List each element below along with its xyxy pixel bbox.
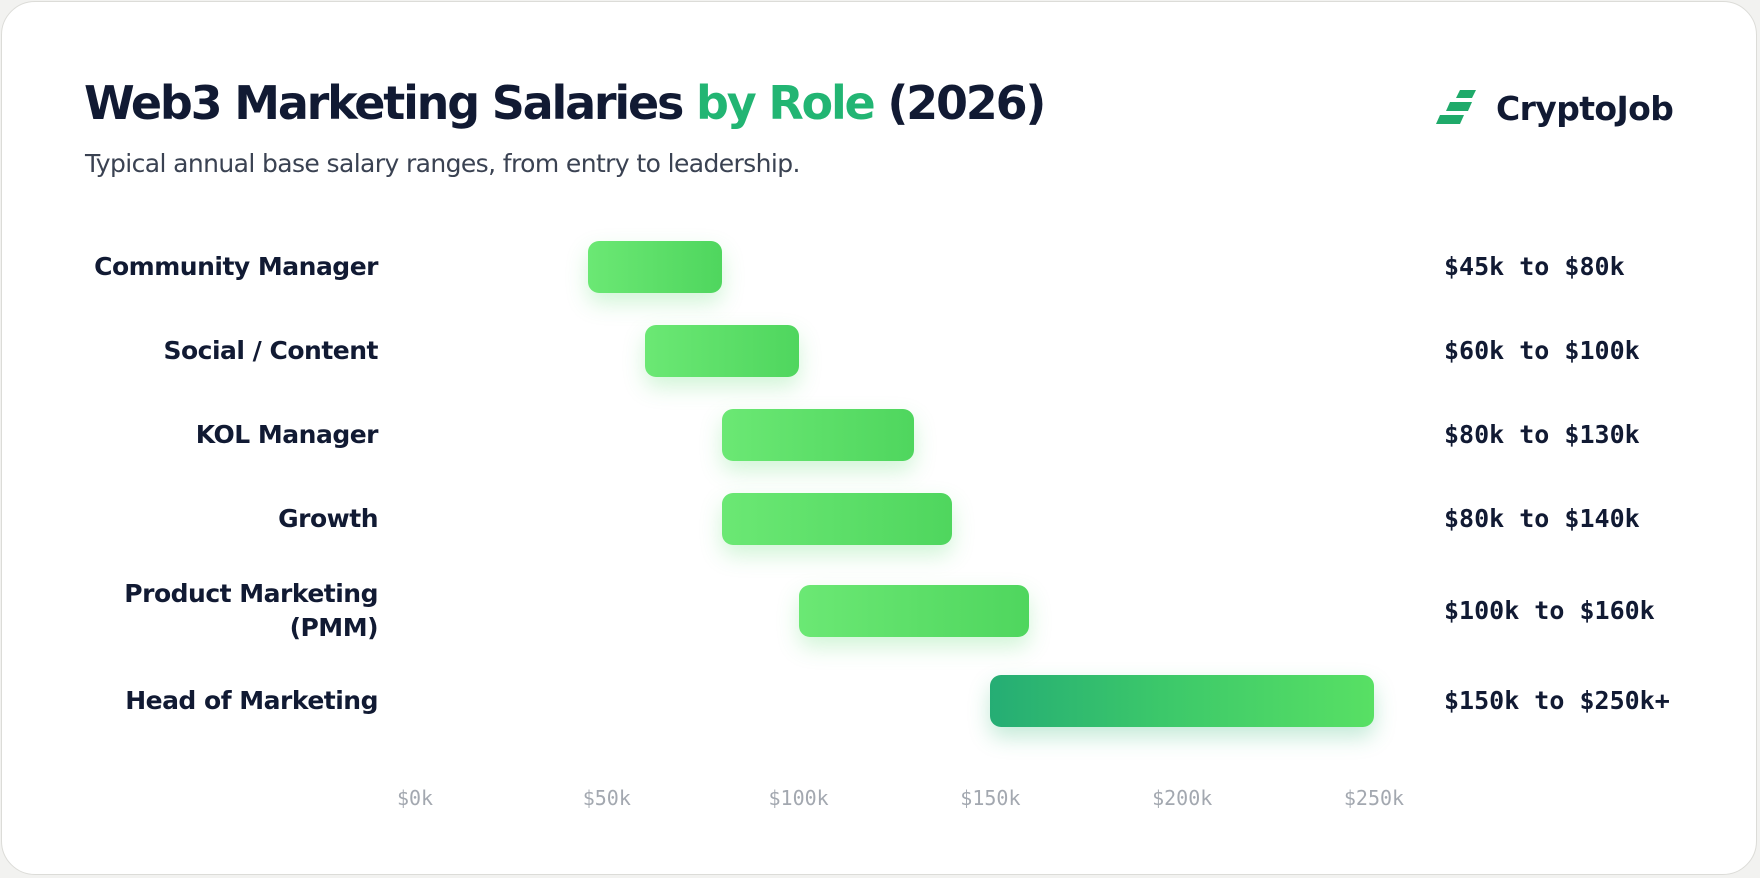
range-value-label: $100k to $160k	[1444, 596, 1655, 625]
category-label: KOL Manager	[195, 420, 379, 449]
chart-title: Web3 Marketing Salaries by Role (2026)	[84, 76, 1046, 130]
range-value-label: $150k to $250k+	[1444, 686, 1670, 715]
range-bar	[645, 325, 799, 377]
x-tick-label: $0k	[396, 786, 434, 810]
range-bar	[990, 675, 1374, 727]
range-value-label: $80k to $140k	[1444, 504, 1640, 533]
x-tick-label: $200k	[1152, 786, 1213, 810]
title-main: Web3 Marketing Salaries	[84, 76, 684, 130]
category-label: Social / Content	[163, 336, 378, 365]
brand-logo: CryptoJob	[1436, 84, 1674, 132]
range-bar	[721, 493, 953, 545]
category-label: Community Manager	[94, 252, 378, 281]
range-value-label: $80k to $130k	[1444, 420, 1640, 449]
category-label: Growth	[278, 504, 378, 533]
chart-subtitle: Typical annual base salary ranges, from …	[85, 149, 800, 178]
title-year: (2026)	[887, 76, 1046, 130]
x-tick-label: $150k	[960, 786, 1021, 810]
title-accent: by Role	[696, 76, 876, 130]
category-label: Product Marketing (PMM)	[124, 579, 378, 642]
range-bar	[587, 241, 722, 293]
category-label: Head of Marketing	[125, 686, 378, 715]
range-value-label: $60k to $100k	[1444, 336, 1640, 365]
x-tick-label: $100k	[768, 786, 829, 810]
brand-name: CryptoJob	[1496, 88, 1674, 128]
x-tick-label: $50k	[582, 786, 631, 810]
stairs-logo-icon	[1436, 90, 1476, 124]
range-value-label: $45k to $80k	[1444, 252, 1625, 281]
range-bar	[721, 409, 914, 461]
range-bar	[798, 585, 1029, 637]
x-tick-label: $250k	[1343, 786, 1405, 810]
